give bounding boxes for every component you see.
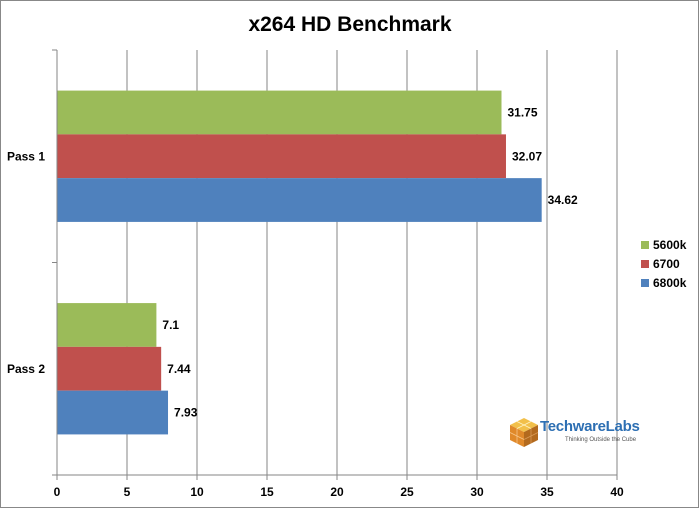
bar (57, 346, 162, 391)
bar (57, 390, 169, 435)
x-tick-label: 5 (124, 485, 131, 499)
x-tick-label: 40 (610, 485, 624, 499)
x-tick-label: 20 (330, 485, 344, 499)
bar (57, 178, 542, 222)
bar (57, 303, 157, 347)
axes: 0 5 10 15 20 25 30 35 40 Pass 1 Pass 2 (7, 49, 624, 499)
data-label: 7.1 (162, 318, 179, 332)
data-label: 32.07 (512, 149, 542, 163)
x-tick-label: 30 (470, 485, 484, 499)
cube-icon (509, 418, 539, 447)
data-label: 7.93 (174, 406, 198, 420)
legend-swatch (641, 260, 649, 268)
legend-entry: 6800k (653, 276, 687, 290)
bar (57, 134, 506, 179)
x-tick-label: 25 (400, 485, 414, 499)
chart-title: x264 HD Benchmark (248, 13, 451, 36)
techwarelabs-logo: TechwareLabs Thinking Outside the Cube (507, 415, 657, 449)
legend-swatch (641, 241, 649, 249)
category-label: Pass 1 (7, 149, 45, 163)
data-label: 31.75 (508, 105, 538, 119)
watermark-brand: TechwareLabs (540, 418, 640, 435)
data-label: 7.44 (167, 362, 191, 376)
data-labels: 31.75 32.07 34.62 7.1 7.44 7.93 (162, 105, 578, 419)
legend: 5600k 6700 6800k (641, 238, 687, 290)
bar (57, 90, 502, 135)
gridlines (126, 50, 618, 475)
x-tick-label: 15 (260, 485, 274, 499)
legend-swatch (641, 279, 649, 287)
category-label: Pass 2 (7, 362, 45, 376)
x-tick-label: 10 (190, 485, 204, 499)
legend-entry: 5600k (653, 238, 687, 252)
x-tick-label: 35 (540, 485, 554, 499)
watermark-tagline: Thinking Outside the Cube (565, 437, 637, 443)
data-label: 34.62 (548, 193, 578, 207)
bars (57, 90, 542, 435)
x-tick-label: 0 (54, 485, 61, 499)
legend-entry: 6700 (653, 257, 680, 271)
